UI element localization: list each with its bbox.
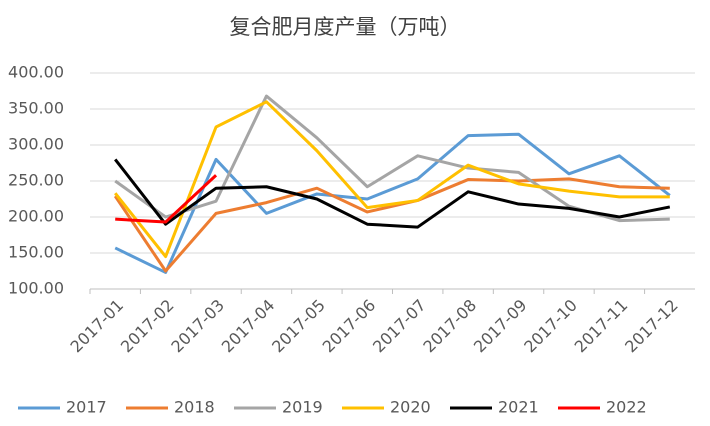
series-line	[114, 158, 671, 229]
x-tick-label: 2017-02	[117, 296, 178, 357]
legend-label: 2022	[606, 398, 647, 417]
x-tick-label: 2017-05	[268, 296, 329, 357]
x-tick-label: 2017-10	[520, 296, 581, 357]
x-tick-label: 2017-08	[419, 296, 480, 357]
legend-label: 2019	[282, 398, 323, 417]
x-tick-label: 2017-11	[571, 296, 632, 357]
y-tick-label: 100.00	[8, 279, 64, 298]
y-tick-label: 250.00	[8, 171, 64, 190]
series-line	[115, 174, 218, 224]
y-tick-label: 350.00	[8, 99, 64, 118]
legend-label: 2020	[390, 398, 431, 417]
chart-title: 复合肥月度产量（万吨）	[230, 15, 461, 39]
x-tick-label: 2017-03	[167, 296, 228, 357]
x-tick-label: 2017-09	[470, 296, 531, 357]
x-tick-label: 2017-01	[67, 296, 128, 357]
y-tick-label: 200.00	[8, 207, 64, 226]
y-tick-label: 400.00	[8, 63, 64, 82]
legend-label: 2018	[174, 398, 215, 417]
y-tick-label: 300.00	[8, 135, 64, 154]
x-tick-label: 2017-07	[369, 296, 430, 357]
series-line	[113, 177, 670, 273]
x-tick-label: 2017-12	[621, 296, 682, 357]
x-tick-label: 2017-06	[319, 296, 380, 357]
series-line	[114, 132, 671, 274]
x-tick-label: 2017-04	[218, 296, 279, 357]
y-tick-label: 150.00	[8, 243, 64, 262]
legend-label: 2021	[498, 398, 539, 417]
legend-label: 2017	[66, 398, 107, 417]
series-line	[114, 100, 670, 259]
